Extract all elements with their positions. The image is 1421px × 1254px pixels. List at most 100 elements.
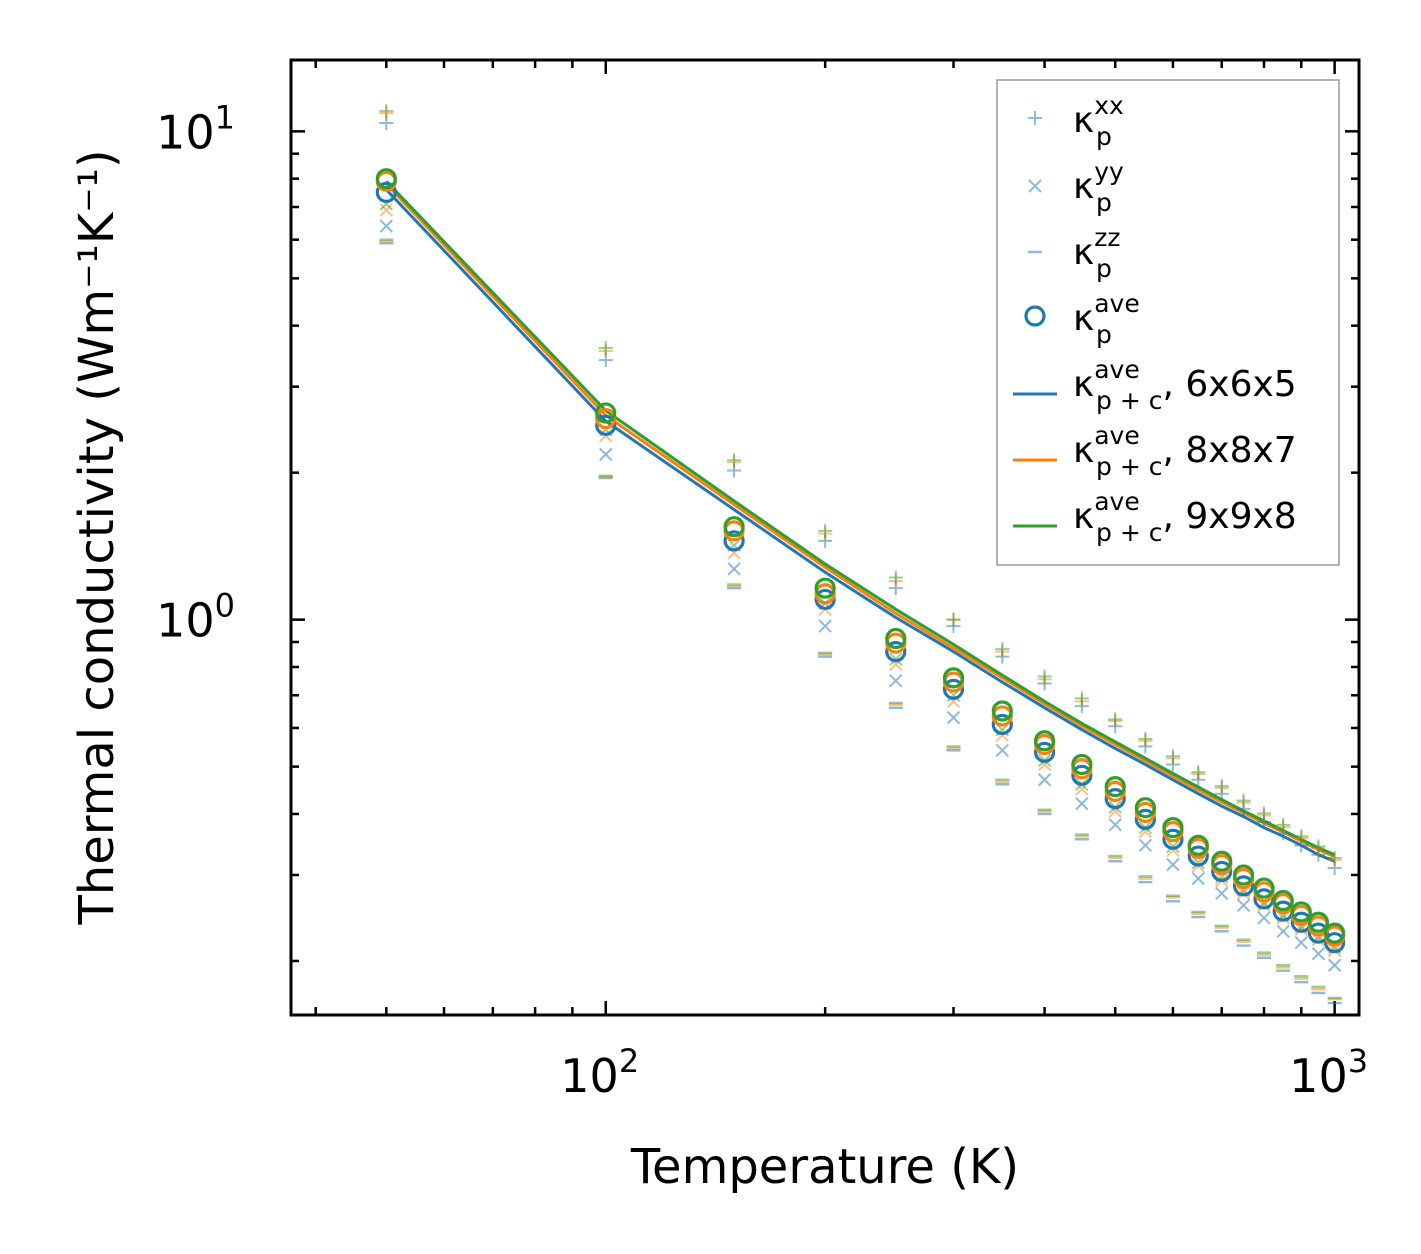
kave-point xyxy=(1162,828,1184,850)
kave-point xyxy=(1232,875,1255,897)
kyy-point xyxy=(818,619,832,633)
legend-label: κave p xyxy=(1073,289,1140,349)
kave-point xyxy=(595,414,617,436)
kxx-point xyxy=(1327,850,1342,865)
kyy-point xyxy=(1327,958,1342,972)
kxx-point xyxy=(1294,829,1309,844)
kxx-point xyxy=(1191,765,1206,780)
kave-point xyxy=(1272,889,1294,912)
kave-point xyxy=(375,168,397,190)
kxx-point xyxy=(1108,712,1123,727)
kyy-point xyxy=(1166,839,1180,854)
legend-entry: κyy p xyxy=(1028,157,1124,217)
kyy-point xyxy=(727,562,741,576)
kxx-point xyxy=(379,104,394,119)
kave-point xyxy=(595,402,617,424)
kxx-point xyxy=(598,341,613,356)
kxx-point xyxy=(1165,749,1180,764)
kave-point xyxy=(991,700,1013,722)
kyy-point xyxy=(1108,818,1122,832)
plot-frame xyxy=(289,58,1361,1017)
kave-point xyxy=(1253,877,1275,899)
kave-point xyxy=(1187,834,1209,856)
kave-point xyxy=(885,641,907,663)
x-tick-label: 103 xyxy=(1289,1042,1368,1103)
kave-point xyxy=(991,713,1013,736)
kyy-point xyxy=(1257,911,1271,925)
kyy-point xyxy=(1294,935,1308,950)
kave-point xyxy=(1071,764,1093,786)
kave-point xyxy=(1033,730,1056,752)
kave-point xyxy=(595,408,617,430)
legend-marker-plus xyxy=(1028,111,1042,125)
legend-marker-circle xyxy=(1024,305,1046,327)
kyy-point xyxy=(995,743,1010,758)
kyy-point xyxy=(1037,773,1052,787)
plot-series xyxy=(375,104,1346,1005)
kyy-point xyxy=(599,447,613,462)
x-tick-label: 102 xyxy=(560,1042,639,1103)
kave-point xyxy=(1104,788,1126,810)
kave-point xyxy=(1232,864,1255,886)
kave-point xyxy=(942,678,965,700)
kyy-point xyxy=(1311,933,1326,947)
kyy-point xyxy=(1236,898,1251,913)
kave-point xyxy=(814,588,836,611)
kpc-line-8x8x7 xyxy=(385,182,1336,859)
kave-points-6x6x5 xyxy=(375,181,1346,954)
kpc-line-6x6x5 xyxy=(385,188,1336,863)
kxx-point xyxy=(1276,817,1291,832)
kxx-point xyxy=(1311,839,1326,854)
legend-marker-cross xyxy=(1028,179,1042,193)
legend-box xyxy=(996,79,1340,566)
kxx-point xyxy=(1138,731,1153,746)
kave-point xyxy=(1187,845,1209,867)
kave-point xyxy=(1033,741,1056,763)
kave-point xyxy=(1162,817,1184,839)
legend-label: κave p + c, 9x9x8 xyxy=(1073,487,1297,547)
kave-point xyxy=(1024,305,1046,327)
kyy-point xyxy=(1276,911,1290,925)
kxx-point xyxy=(727,453,742,468)
kxx-point xyxy=(1214,779,1229,794)
y-tick-label: 100 xyxy=(156,587,235,648)
legend-entry: κave p + c, 9x9x8 xyxy=(1013,487,1297,547)
kxx-point xyxy=(1028,111,1042,125)
legend-label: κave p + c, 8x8x7 xyxy=(1073,421,1297,481)
kyy-point xyxy=(946,710,961,725)
kxx-point xyxy=(1074,691,1089,706)
legend-label: κxx p xyxy=(1073,91,1124,151)
kpc-line-9x9x8 xyxy=(385,180,1336,857)
kave-point xyxy=(814,577,836,599)
kyy-point xyxy=(1311,946,1326,961)
kxx-point xyxy=(888,570,903,585)
kxx-point xyxy=(818,523,833,538)
kxx-point xyxy=(1257,806,1271,821)
legend-entry: κzz p xyxy=(1028,223,1120,283)
y-axis-label: Thermal conductivity (Wm⁻¹K⁻¹) xyxy=(69,149,125,925)
kyy-point xyxy=(379,203,394,217)
kave-point xyxy=(1211,860,1233,883)
kyy-point xyxy=(889,673,903,688)
kave-point xyxy=(1134,797,1156,819)
legend-entry: κxx p xyxy=(1028,91,1124,151)
kxx-point xyxy=(995,642,1010,657)
kave-point xyxy=(1071,753,1093,776)
kyy-point xyxy=(1028,179,1042,193)
kave-point xyxy=(1290,901,1312,923)
legend-entry: κave p + c, 8x8x7 xyxy=(1013,421,1297,481)
kave-point xyxy=(885,627,907,650)
legend-entry: κave p + c, 6x6x5 xyxy=(1013,355,1297,415)
tick-labels: 102 103 100 101 xyxy=(156,98,1368,1103)
legend-label: κave p + c, 6x6x5 xyxy=(1073,355,1297,415)
kxx-point xyxy=(1236,793,1251,808)
kyy-point xyxy=(1191,871,1205,886)
legend-entry: κave p xyxy=(1024,289,1140,349)
kyy-point xyxy=(1138,838,1153,853)
kave-points-9x9x8 xyxy=(375,168,1346,944)
kave-point xyxy=(1307,911,1330,933)
kyy-point xyxy=(1191,855,1205,870)
legend-label: κzz p xyxy=(1073,223,1120,283)
kave-point xyxy=(723,516,745,538)
